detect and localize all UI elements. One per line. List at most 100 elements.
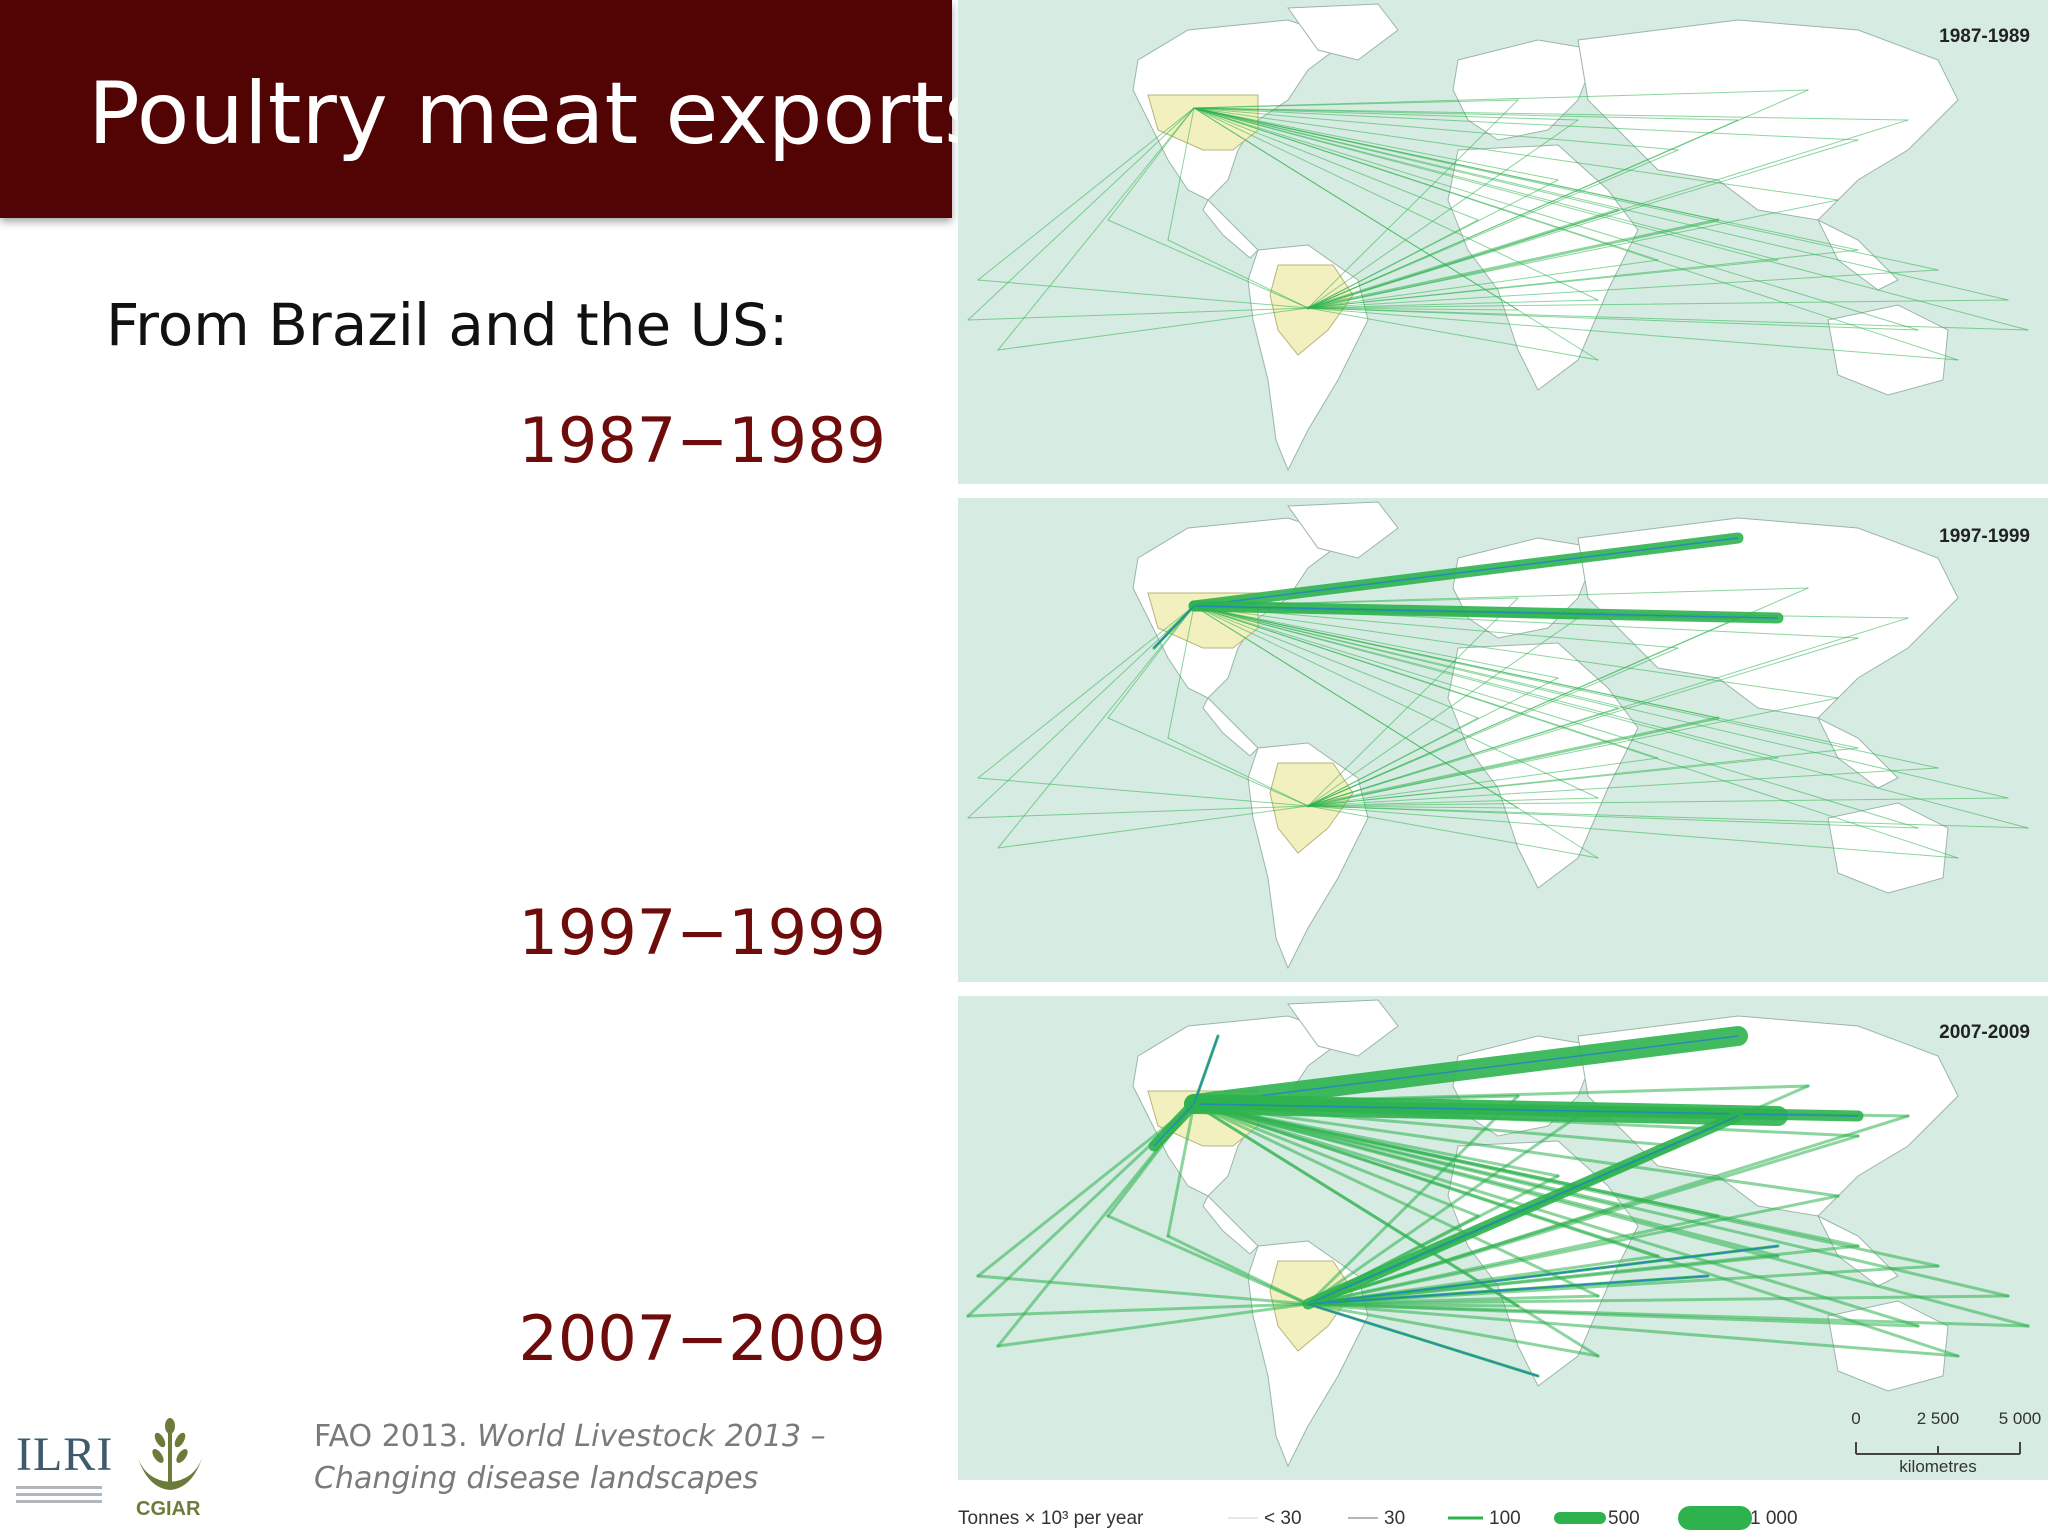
flow-line-brazil — [1307, 767, 1939, 807]
flow-line-major-core — [1193, 537, 1739, 607]
flow-line-us — [1193, 107, 1719, 221]
flow-line-major-core — [1307, 1275, 1709, 1305]
land-greenland — [1287, 999, 1399, 1057]
world-map-2: 1997-1999 — [958, 498, 2048, 982]
flow-line-us — [1193, 99, 1519, 109]
scale-bar: 0 2 500 5 000 kilometres — [1851, 1409, 2041, 1476]
flow-line-us — [1107, 107, 1195, 221]
map-year-label-3: 2007-2009 — [1939, 1022, 2030, 1043]
flow-line-us — [1193, 107, 1959, 361]
flow-line-brazil — [1307, 149, 1679, 309]
citation-title-1: World Livestock 2013 – — [477, 1419, 826, 1454]
flow-line-major-core — [1193, 605, 1779, 619]
flow-line-us — [1193, 107, 1599, 301]
flow-line-brazil — [1307, 307, 1919, 331]
flow-line-major-core — [1193, 1035, 1739, 1105]
flow-line-us — [1167, 107, 1195, 241]
flow-line-us — [1193, 107, 1839, 201]
flow-line-major-core — [1307, 1245, 1779, 1305]
flow-line-brazil — [1307, 587, 1809, 807]
flow-line-brazil — [1306, 1294, 2010, 1306]
flow-line-brazil — [997, 307, 1309, 351]
flow-line-us — [1166, 1102, 1196, 1238]
flow-line-brazil — [1307, 299, 2009, 309]
flow-line-us — [1193, 605, 1719, 719]
flow-line-major-core — [1307, 1115, 1739, 1305]
flow-line-brazil — [1307, 269, 1939, 309]
land-central-america — [1202, 697, 1259, 757]
flow-line-us — [1193, 605, 2009, 799]
flow-line-brazil — [976, 1274, 1310, 1306]
flow-line-brazil — [1307, 805, 1919, 829]
flow-line-major-core — [1193, 1035, 1219, 1105]
flow-line-brazil — [1307, 139, 1859, 309]
scale-tick-0: 0 — [1851, 1409, 1860, 1428]
cgiar-logo: CGIAR — [128, 1418, 212, 1522]
ilri-logo-lines — [16, 1486, 102, 1503]
flow-line-us — [1193, 107, 2029, 331]
flow-line-us — [967, 107, 1195, 321]
flow-line-us — [1192, 1102, 1600, 1298]
land-central-america — [1202, 1195, 1259, 1255]
flow-line-brazil — [1307, 637, 1859, 807]
flow-line-brazil — [1307, 805, 1599, 859]
flow-line-us — [1193, 107, 1599, 361]
flow-line-brazil — [1306, 1094, 1520, 1306]
map-panel-3: 2007-2009 0 2 500 5 000 kilometres — [958, 996, 2048, 1480]
citation-prefix: FAO 2013. — [314, 1419, 478, 1454]
citation-title-2: Changing disease landscapes — [314, 1461, 759, 1496]
flow-line-brazil — [1307, 307, 2029, 331]
flow-line-us — [967, 605, 1195, 819]
land-greenland — [1287, 501, 1399, 559]
flow-line-us — [1192, 1102, 2030, 1328]
flow-line-brazil — [1307, 307, 1599, 361]
flow-line-us — [997, 605, 1195, 849]
flow-line-brazil — [1166, 1234, 1310, 1306]
trade-flows-2 — [967, 532, 2029, 859]
flow-line-brazil — [1107, 219, 1309, 309]
flow-line-brazil — [1307, 797, 2009, 807]
flow-legend: Tonnes × 10³ per year < 30 30 100 500 1 … — [958, 1506, 1798, 1530]
flow-line-us — [1192, 1102, 1720, 1218]
cgiar-wheat-icon — [138, 1418, 202, 1490]
flow-line-us — [1193, 605, 1959, 859]
slide-title: Poultry meat exports — [88, 64, 989, 164]
flow-line-brazil — [1307, 99, 1519, 309]
flow-line-us — [1192, 1102, 1920, 1328]
flow-line-major-core — [1153, 605, 1195, 649]
flow-line-brazil — [1307, 757, 1779, 807]
scale-unit: kilometres — [1899, 1457, 1976, 1476]
maps-container: 1987-1989 1997-1999 2007-2009 0 2 500 5 … — [958, 0, 2048, 1536]
period-label-1: 1987−1989 — [518, 404, 886, 477]
flow-line-us — [1192, 1102, 1840, 1198]
citation: FAO 2013. World Livestock 2013 – Changin… — [314, 1416, 826, 1500]
flow-line-us — [1193, 107, 1559, 181]
flow-line-brazil — [1307, 259, 1659, 309]
flow-line-us — [1193, 107, 1909, 121]
trade-flows-1 — [967, 89, 2029, 361]
period-label-3: 2007−2009 — [518, 1302, 886, 1375]
flow-line-brazil — [1307, 647, 1679, 807]
flow-line-us — [1193, 107, 1579, 121]
scale-tick-1: 2 500 — [1917, 1409, 1960, 1428]
map-panel-2: 1997-1999 — [958, 498, 2048, 982]
flow-line-brazil — [1307, 89, 1809, 309]
flow-line-us — [1107, 605, 1195, 719]
flow-line-brazil — [997, 805, 1309, 849]
legend-item-2: 30 — [1384, 1508, 1405, 1529]
cgiar-logo-text: CGIAR — [136, 1498, 201, 1520]
period-label-2: 1997−1999 — [518, 896, 886, 969]
flow-line-brazil — [967, 307, 1309, 321]
flow-line-us — [1193, 107, 1919, 331]
trade-flows-3 — [966, 1026, 2030, 1378]
world-map-1: 1987-1989 — [958, 0, 2048, 484]
flow-line-brazil — [1307, 805, 1959, 859]
flow-line-us — [1193, 107, 1859, 141]
flow-line-brazil — [967, 805, 1309, 819]
flow-line-us — [1193, 605, 1479, 719]
flow-line-brazil — [1307, 797, 1599, 807]
brazil-highlight — [1269, 264, 1354, 356]
legend-item-4: 500 — [1608, 1508, 1640, 1529]
flow-line-brazil — [1307, 307, 1519, 311]
flow-line-us — [1193, 107, 1779, 261]
